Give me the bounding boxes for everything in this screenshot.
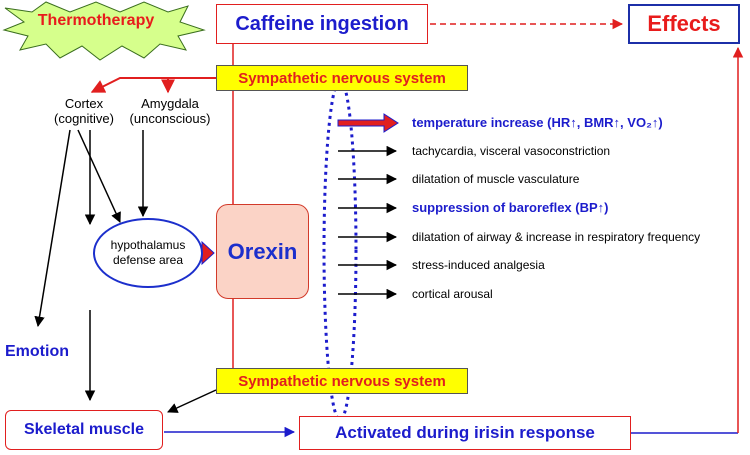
cortex-to-hypothalamus-arrow	[77, 129, 121, 223]
cortex-label: Cortex (cognitive)	[42, 96, 126, 126]
thermotherapy-starburst	[2, 1, 206, 61]
sns-to-brain-line	[90, 77, 216, 93]
hypothalamus-defense-area: hypothalamus defense area	[93, 218, 203, 288]
orexin-box: Orexin	[216, 204, 309, 299]
cortex-line2: (cognitive)	[54, 111, 114, 126]
effect-baroreflex-suppression: suppression of baroreflex (BP↑)	[412, 200, 609, 215]
amygdala-line2: (unconscious)	[129, 111, 211, 126]
emotion-label: Emotion	[5, 343, 69, 360]
effects-box: Effects	[628, 4, 740, 44]
amygdala-line1: Amygdala	[141, 96, 199, 111]
caffeine-ingestion-box: Caffeine ingestion	[216, 4, 428, 44]
effect-arrow-temperature	[337, 113, 399, 133]
sns-bottom-to-skeletal-arrow	[167, 389, 217, 413]
effect-temperature-increase: temperature increase (HR↑, BMR↑, VO₂↑)	[412, 115, 663, 130]
effect-cortical-arousal: cortical arousal	[412, 287, 493, 301]
sympathetic-nervous-system-top: Sympathetic nervous system	[216, 65, 468, 91]
cortex-to-emotion-arrow	[34, 129, 71, 328]
skeletal-muscle-box: Skeletal muscle	[5, 410, 163, 450]
thermotherapy-label: Thermotherapy	[37, 12, 155, 29]
amygdala-label: Amygdala (unconscious)	[120, 96, 220, 126]
sns-dotted-ellipse	[322, 78, 358, 422]
irisin-response-box: Activated during irisin response	[299, 416, 631, 450]
effect-analgesia: stress-induced analgesia	[412, 258, 545, 272]
effect-muscle-vasculature: dilatation of muscle vasculature	[412, 172, 580, 186]
effect-tachycardia: tachycardia, visceral vasoconstriction	[412, 144, 611, 158]
sympathetic-nervous-system-bottom: Sympathetic nervous system	[216, 368, 468, 394]
cortex-line1: Cortex	[64, 96, 104, 111]
hypothalamus-line1: hypothalamus	[110, 238, 186, 252]
hypothalamus-line2: defense area	[112, 253, 184, 267]
effect-airway-dilatation: dilatation of airway & increase in respi…	[412, 230, 701, 244]
